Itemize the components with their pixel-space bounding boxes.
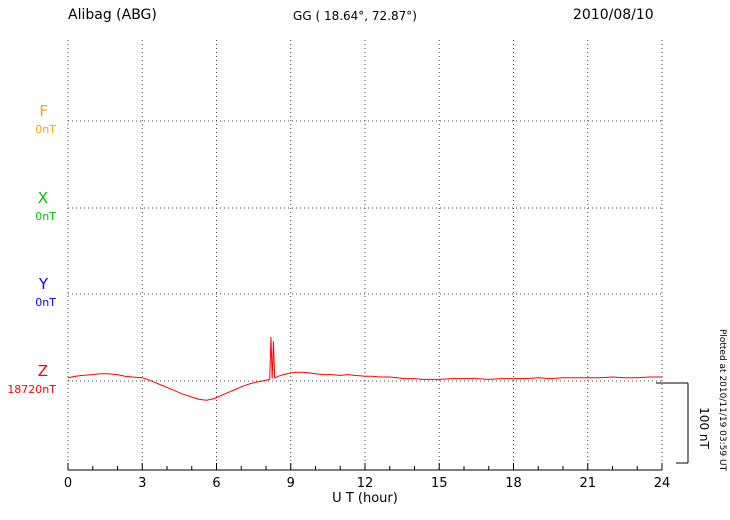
- component-label-x: X: [37, 189, 48, 207]
- x-tick-label: 6: [212, 476, 220, 491]
- x-tick-label: 12: [357, 476, 374, 491]
- x-tick-label: 9: [287, 476, 295, 491]
- x-tick-label: 3: [138, 476, 146, 491]
- component-value-x: 0nT: [35, 210, 56, 223]
- x-axis-title: U T (hour): [332, 491, 398, 506]
- x-tick-label: 0: [64, 476, 72, 491]
- component-value-f: 0nT: [35, 123, 56, 136]
- component-label-f: F: [39, 102, 48, 120]
- component-label-y: Y: [38, 275, 48, 293]
- component-value-z: 18720nT: [7, 383, 56, 396]
- scale-bar-label: 100 nT: [697, 407, 711, 449]
- component-value-y: 0nT: [35, 296, 56, 309]
- plot-date: 2010/08/10: [573, 7, 654, 23]
- trace-Z: [67, 336, 662, 401]
- x-tick-label: 24: [654, 476, 671, 491]
- geographic-coordinates: GG ( 18.64°, 72.87°): [293, 9, 417, 23]
- x-tick-label: 18: [505, 476, 522, 491]
- x-tick-label: 21: [579, 476, 596, 491]
- plotted-at-label: Plotted at 2010/11/19 03:59 UT: [717, 329, 727, 472]
- x-tick-label: 15: [431, 476, 448, 491]
- component-label-z: Z: [37, 362, 48, 380]
- station-name: Alibag (ABG): [68, 7, 157, 23]
